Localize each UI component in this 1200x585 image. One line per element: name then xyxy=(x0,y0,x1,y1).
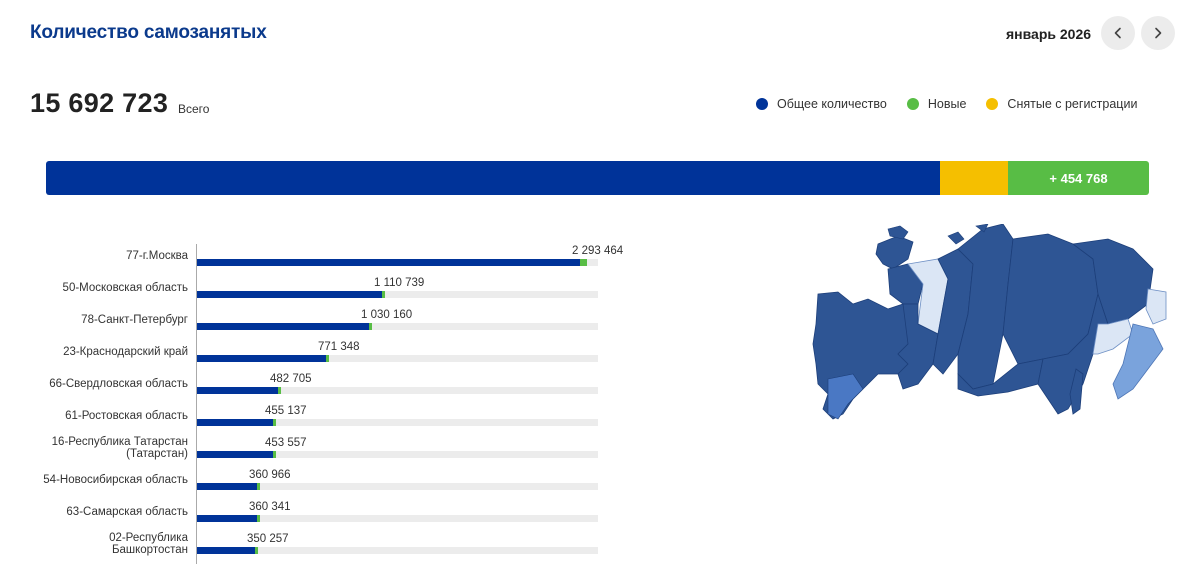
map-region-chukotka xyxy=(1071,238,1154,325)
russia-regions-map[interactable] xyxy=(808,224,1168,424)
region-bar-track xyxy=(197,547,598,554)
region-value: 453 557 xyxy=(265,437,307,449)
region-bar-track xyxy=(197,419,598,426)
region-bar-track xyxy=(197,355,598,362)
region-row[interactable]: 63-Самарская область 360 341 xyxy=(0,496,650,528)
region-value: 455 137 xyxy=(265,405,307,417)
region-bar-track xyxy=(197,515,598,522)
region-bar-new[interactable] xyxy=(273,451,276,458)
legend-dot-total xyxy=(756,98,768,110)
legend-item-new[interactable]: Новые xyxy=(906,97,967,111)
region-label: 78-Санкт-Петербург xyxy=(81,314,188,326)
region-value: 360 966 xyxy=(249,469,291,481)
legend-dot-removed xyxy=(986,98,999,110)
region-bar-total[interactable] xyxy=(197,419,273,426)
region-label: 16-Республика Татарстан (Татарстан) xyxy=(51,436,188,460)
region-bar-new[interactable] xyxy=(580,259,587,266)
map-region-far-east xyxy=(1037,292,1109,415)
legend-item-total[interactable]: Общее количество xyxy=(756,97,887,111)
region-bar-total[interactable] xyxy=(197,387,278,394)
page-title: Количество самозанятых xyxy=(30,22,267,43)
chevron-right-icon xyxy=(1155,27,1162,39)
map-region-south xyxy=(827,373,864,420)
region-label: 77-г.Москва xyxy=(126,250,188,262)
region-row[interactable]: 77-г.Москва 2 293 464 xyxy=(0,240,650,272)
region-row[interactable]: 54-Новосибирская область 360 966 xyxy=(0,464,650,496)
region-value: 350 257 xyxy=(247,533,289,545)
region-value: 360 341 xyxy=(249,501,291,513)
summary-bar[interactable]: + 454 768 xyxy=(46,161,1149,195)
region-row[interactable]: 66-Свердловская область 482 705 xyxy=(0,368,650,400)
region-bar-total[interactable] xyxy=(197,323,369,330)
region-bar-track xyxy=(197,323,598,330)
region-row[interactable]: 78-Санкт-Петербург 1 030 160 xyxy=(0,304,650,336)
region-row[interactable]: 61-Ростовская область 455 137 xyxy=(0,400,650,432)
legend-label-removed: Снятые с регистрации xyxy=(1007,97,1138,111)
region-bar-total[interactable] xyxy=(197,355,326,362)
map-region-islands xyxy=(887,224,989,245)
region-value: 771 348 xyxy=(318,341,360,353)
map-region-kamchatka xyxy=(1112,323,1164,400)
map-region-sakhalin xyxy=(1069,368,1084,415)
map-region-east-edge xyxy=(1145,288,1167,325)
legend-label-total: Общее количество xyxy=(777,97,887,111)
region-bar-new[interactable] xyxy=(326,355,329,362)
region-label: 23-Краснодарский край xyxy=(63,346,188,358)
region-bar-new[interactable] xyxy=(257,483,260,490)
region-bar-total[interactable] xyxy=(197,515,257,522)
total-label: Всего xyxy=(178,102,210,116)
legend-dot-new xyxy=(906,98,919,110)
region-bar-track xyxy=(197,451,598,458)
region-bar-track xyxy=(197,387,598,394)
region-value: 1 030 160 xyxy=(361,309,413,321)
previous-period-button[interactable] xyxy=(1101,16,1135,50)
map-region-magadan xyxy=(1092,318,1134,355)
region-bar-new[interactable] xyxy=(382,291,385,298)
region-bar-total[interactable] xyxy=(197,547,255,554)
legend-item-removed[interactable]: Снятые с регистрации xyxy=(986,97,1137,111)
region-bar-new[interactable] xyxy=(369,323,372,330)
chart-axis xyxy=(196,244,197,564)
region-label: 50-Московская область xyxy=(62,282,188,294)
region-value: 482 705 xyxy=(270,373,312,385)
region-value: 1 110 739 xyxy=(374,277,425,289)
region-bar-total[interactable] xyxy=(197,291,382,298)
region-bar-track xyxy=(197,291,598,298)
region-label: 63-Самарская область xyxy=(66,506,188,518)
region-label: 54-Новосибирская область xyxy=(43,474,188,486)
region-bar-new[interactable] xyxy=(257,515,260,522)
region-row[interactable]: 50-Московская область 1 110 739 xyxy=(0,272,650,304)
region-bar-total[interactable] xyxy=(197,259,580,266)
chevron-left-icon xyxy=(1114,27,1121,39)
region-bar-new[interactable] xyxy=(273,419,276,426)
region-bar-track xyxy=(197,483,598,490)
legend: Общее количество Новые Снятые с регистра… xyxy=(756,97,1137,111)
region-row[interactable]: 02-Республика Башкортостан 350 257 xyxy=(0,528,650,560)
region-label: 02-Республика Башкортостан xyxy=(109,532,188,556)
region-row[interactable]: 16-Республика Татарстан (Татарстан) 453 5… xyxy=(0,432,650,464)
region-row[interactable]: 23-Краснодарский край 771 348 xyxy=(0,336,650,368)
region-bar-new[interactable] xyxy=(278,387,281,394)
region-label: 61-Ростовская область xyxy=(65,410,188,422)
next-period-button[interactable] xyxy=(1141,16,1175,50)
region-bar-total[interactable] xyxy=(197,483,257,490)
summary-segment-removed[interactable] xyxy=(940,161,1008,195)
region-value: 2 293 464 xyxy=(572,245,624,257)
legend-label-new: Новые xyxy=(927,97,967,111)
regions-bar-chart: 77-г.Москва 2 293 464 50-Московская област… xyxy=(0,240,650,570)
region-label: 66-Свердловская область xyxy=(49,378,188,390)
map-region-urals xyxy=(897,303,939,390)
total-count: 15 692 723 xyxy=(30,88,169,118)
region-bar-total[interactable] xyxy=(197,451,273,458)
region-bar-new[interactable] xyxy=(255,547,258,554)
period-label: январь 2026 xyxy=(1006,26,1092,42)
summary-segment-new[interactable]: + 454 768 xyxy=(1008,161,1149,195)
summary-segment-total[interactable] xyxy=(46,161,940,195)
